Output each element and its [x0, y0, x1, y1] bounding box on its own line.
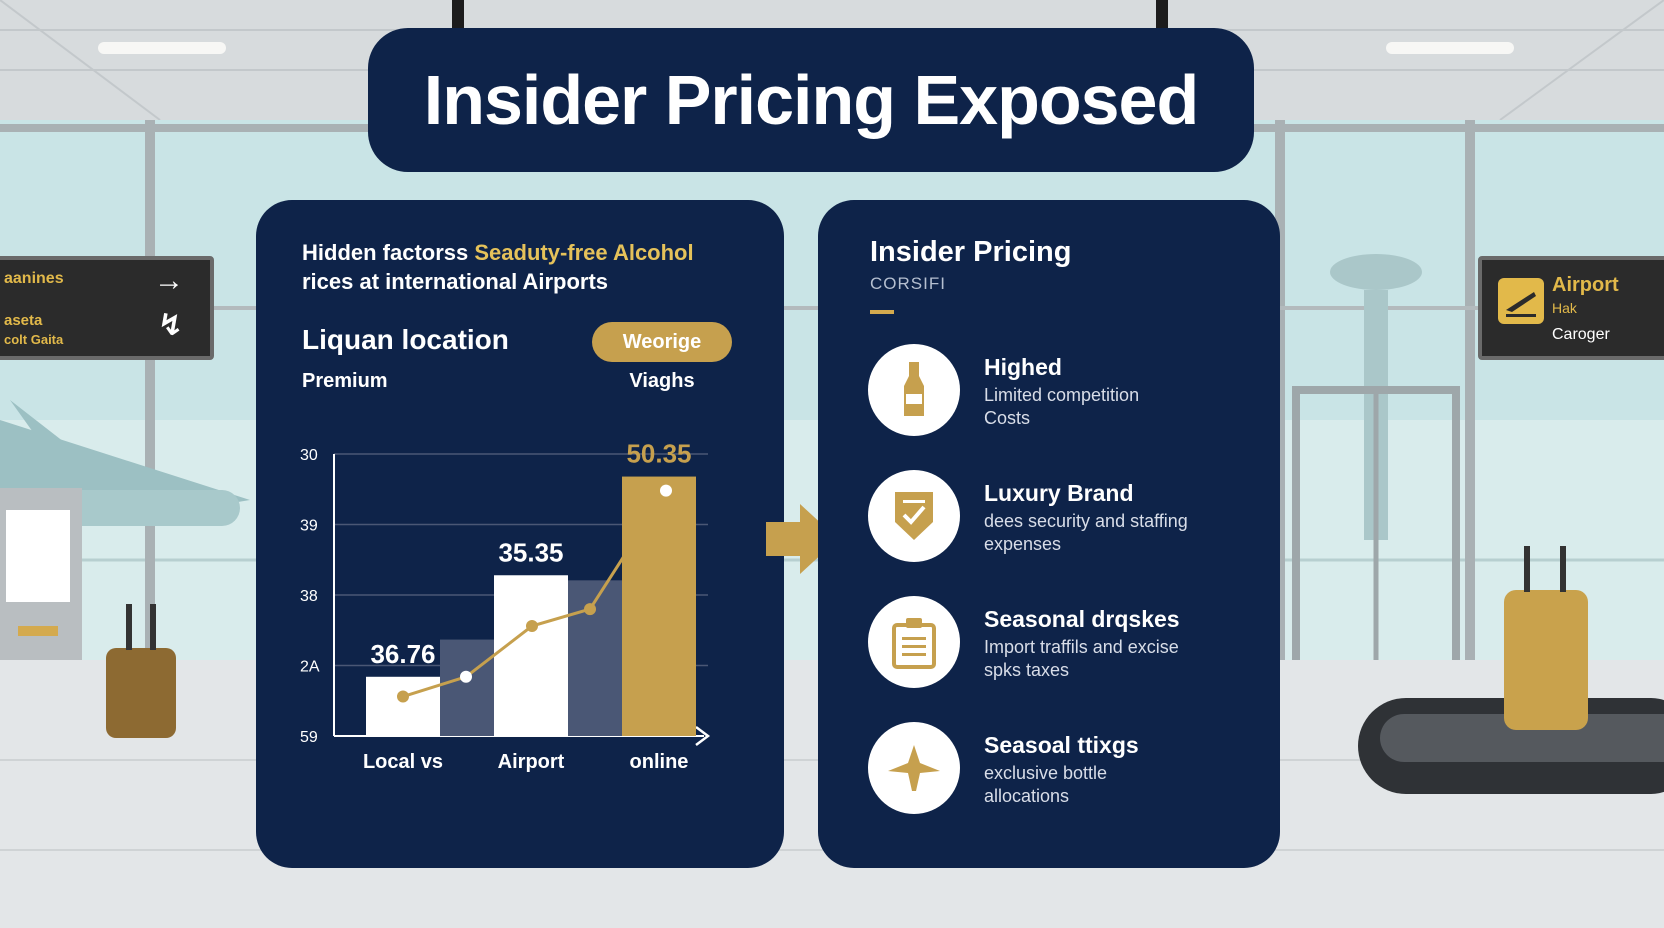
- y-tick-label: 59: [300, 729, 318, 746]
- icon-circle: [868, 344, 960, 436]
- trend-point: [397, 690, 409, 703]
- sign-text: Hak: [1552, 300, 1577, 316]
- clipboard-icon: [892, 618, 936, 669]
- sign-text: aanines: [4, 270, 64, 287]
- item-description: Limited competition Costs: [984, 385, 1140, 428]
- panel-title: Insider Pricing: [870, 236, 1072, 268]
- item-title: Seasonal drqskes: [984, 606, 1180, 632]
- bottle-icon: [904, 362, 924, 416]
- list-item: Seasonal drqskes Import traffils and exc…: [868, 596, 1268, 692]
- insider-pricing-panel: Insider Pricing CORSIFI Highed Limited c…: [818, 200, 1280, 868]
- heading-text: Hidden factorss: [302, 240, 475, 265]
- heading-text: rices at international Airports: [302, 269, 609, 294]
- y-tick-label: 30: [300, 447, 318, 464]
- item-description: Import traffils and excise spks taxes: [984, 637, 1179, 680]
- title-banner: Insider Pricing Exposed: [368, 28, 1254, 172]
- y-tick-label: 38: [300, 588, 318, 605]
- page-title: Insider Pricing Exposed: [423, 61, 1199, 139]
- y-tick-label: 2A: [300, 659, 320, 676]
- data-label: 36.76: [370, 639, 435, 669]
- icon-circle: [868, 470, 960, 562]
- trend-point: [660, 484, 672, 497]
- heading-highlight: Seaduty-free Alcohol: [474, 240, 694, 265]
- weorige-pill-button[interactable]: Weorige: [592, 322, 732, 362]
- item-description: dees security and staffing expenses: [984, 511, 1188, 554]
- direction-sign-right: Airport Hak Caroger: [1478, 256, 1664, 360]
- chart-subtitle: Premium: [302, 370, 388, 392]
- pricing-chart-panel: Hidden factorss Seaduty-free Alcohol ric…: [256, 200, 784, 868]
- chart-section-title: Liquan location: [302, 324, 509, 355]
- plane-icon: [888, 745, 940, 791]
- bar: [366, 676, 440, 736]
- data-label: 35.35: [498, 537, 563, 567]
- x-tick-label: Local vs: [363, 751, 443, 773]
- arrow-right-icon: [766, 504, 838, 574]
- item-title: Luxury Brand: [984, 480, 1134, 506]
- x-tick-label: Airport: [498, 751, 565, 773]
- departure-icon: [1498, 278, 1544, 324]
- panel-heading: Hidden factorss Seaduty-free Alcohol ric…: [302, 238, 742, 296]
- shield-check-icon: [895, 492, 933, 540]
- x-tick-label: online: [630, 751, 689, 773]
- y-tick-label: 39: [300, 518, 318, 535]
- x-axis-arrow: [695, 726, 711, 746]
- trend-point: [460, 670, 472, 683]
- item-title: Seasoal ttixgs: [984, 732, 1139, 758]
- bar: [494, 575, 568, 736]
- trend-point: [526, 620, 538, 633]
- sign-text: colt Gaita: [4, 332, 64, 347]
- list-item: Luxury Brand dees security and staffing …: [868, 470, 1268, 566]
- bar: [622, 476, 696, 736]
- icon-circle: [868, 722, 960, 814]
- sign-text: Airport: [1552, 274, 1619, 296]
- lightning-icon: ↯: [158, 309, 184, 342]
- item-title: Highed: [984, 354, 1062, 380]
- divider: [870, 310, 894, 314]
- list-item: Highed Limited competition Costs: [868, 344, 1268, 440]
- pill-caption: Viaghs: [629, 370, 695, 392]
- arrow-right-icon: →: [154, 264, 184, 297]
- data-label: 50.35: [626, 439, 691, 469]
- trend-point: [584, 603, 596, 616]
- shade-block: [440, 639, 494, 736]
- item-description: exclusive bottle allocations: [984, 763, 1108, 806]
- list-item: Seasoal ttixgs exclusive bottle allocati…: [868, 722, 1268, 818]
- icon-circle: [868, 596, 960, 688]
- price-comparison-chart: 30 39 38 2A 59 36.76 Local vs 35.35 Airport 50.35…: [300, 439, 711, 773]
- panel-subtitle: CORSIFI: [870, 274, 946, 293]
- direction-sign-left: aanines → aseta colt Gaita ↯: [0, 256, 214, 360]
- sign-text: aseta: [4, 312, 43, 329]
- sign-text: Caroger: [1552, 326, 1610, 343]
